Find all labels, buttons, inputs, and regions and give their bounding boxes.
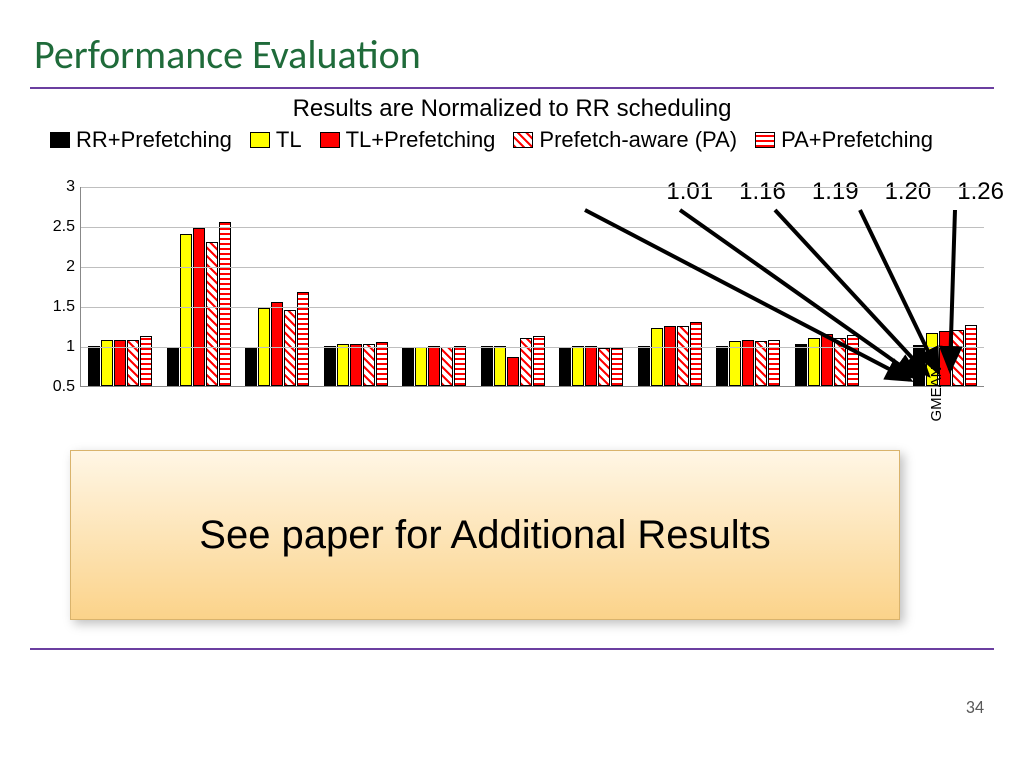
legend-label: Prefetch-aware (PA) [539, 127, 737, 153]
bar [206, 242, 218, 386]
bar [481, 346, 493, 386]
bar-groups: GMEAN [81, 187, 984, 386]
bar [638, 346, 650, 386]
legend-swatch [513, 132, 533, 148]
slide-title: Performance Evaluation [34, 30, 994, 79]
bar [913, 345, 925, 386]
bar [585, 346, 597, 386]
bar-group [788, 187, 867, 386]
bar [520, 338, 532, 386]
x-tick-label: GMEAN [928, 366, 945, 421]
legend-label: RR+Prefetching [76, 127, 232, 153]
bar [952, 330, 964, 386]
bottom-divider [30, 648, 994, 650]
bar [363, 344, 375, 386]
bar [847, 335, 859, 386]
gridline [81, 227, 984, 228]
bar [572, 346, 584, 386]
bar-group [474, 187, 553, 386]
title-divider [30, 87, 994, 89]
bar [428, 346, 440, 386]
bar-group [238, 187, 317, 386]
legend-item: TL [250, 127, 302, 153]
legend-swatch [50, 132, 70, 148]
legend-swatch [320, 132, 340, 148]
gridline [81, 307, 984, 308]
bar [441, 347, 453, 386]
bar [284, 310, 296, 386]
bar [350, 344, 362, 386]
bar [533, 336, 545, 386]
legend-item: Prefetch-aware (PA) [513, 127, 737, 153]
bar-group [81, 187, 160, 386]
bar-group [709, 187, 788, 386]
bar [690, 322, 702, 386]
bar-group [317, 187, 396, 386]
page-number: 34 [966, 696, 984, 718]
legend-item: PA+Prefetching [755, 127, 933, 153]
legend-swatch [250, 132, 270, 148]
bar [965, 325, 977, 386]
bar [821, 334, 833, 386]
y-tick-label: 1 [41, 338, 75, 356]
bar [219, 222, 231, 386]
bar-group: GMEAN [905, 187, 984, 386]
chart: GMEAN 0.511.522.53 [30, 187, 994, 427]
bar [415, 347, 427, 386]
bar [507, 357, 519, 386]
bar [808, 338, 820, 386]
bar [795, 344, 807, 386]
bar-group [552, 187, 631, 386]
legend-label: PA+Prefetching [781, 127, 933, 153]
bar [834, 338, 846, 386]
group-gap [866, 187, 905, 386]
legend-label: TL [276, 127, 302, 153]
bar [324, 346, 336, 386]
y-tick-label: 2 [41, 258, 75, 276]
legend-item: TL+Prefetching [320, 127, 496, 153]
bar [651, 328, 663, 386]
legend-label: TL+Prefetching [346, 127, 496, 153]
bar [167, 348, 179, 386]
bar [494, 346, 506, 386]
bar [559, 348, 571, 386]
bar [140, 336, 152, 386]
bar [297, 292, 309, 386]
legend: RR+Prefetching TL TL+Prefetching Prefetch-a… [50, 127, 994, 153]
bar-group [631, 187, 710, 386]
y-tick-label: 3 [41, 178, 75, 196]
y-tick-label: 2.5 [41, 218, 75, 236]
overlay-note: See paper for Additional Results [70, 450, 900, 620]
bar [337, 344, 349, 386]
plot-area: GMEAN 0.511.522.53 [80, 187, 984, 387]
bar [598, 348, 610, 386]
slide: Performance Evaluation Results are Norma… [0, 0, 1024, 768]
gridline [81, 187, 984, 188]
gridline [81, 267, 984, 268]
chart-subtitle: Results are Normalized to RR scheduling [30, 95, 994, 123]
bar [180, 234, 192, 386]
bar [402, 347, 414, 386]
bar [611, 348, 623, 386]
bar [454, 346, 466, 386]
bar-group [160, 187, 239, 386]
bar [664, 326, 676, 386]
bar [716, 346, 728, 386]
bar [88, 346, 100, 386]
bar [677, 326, 689, 386]
bar-group [395, 187, 474, 386]
gridline [81, 347, 984, 348]
bar [376, 342, 388, 386]
overlay-text: See paper for Additional Results [199, 513, 770, 558]
y-tick-label: 0.5 [41, 378, 75, 396]
y-tick-label: 1.5 [41, 298, 75, 316]
legend-item: RR+Prefetching [50, 127, 232, 153]
bar [245, 348, 257, 386]
legend-swatch [755, 132, 775, 148]
bar [271, 302, 283, 386]
